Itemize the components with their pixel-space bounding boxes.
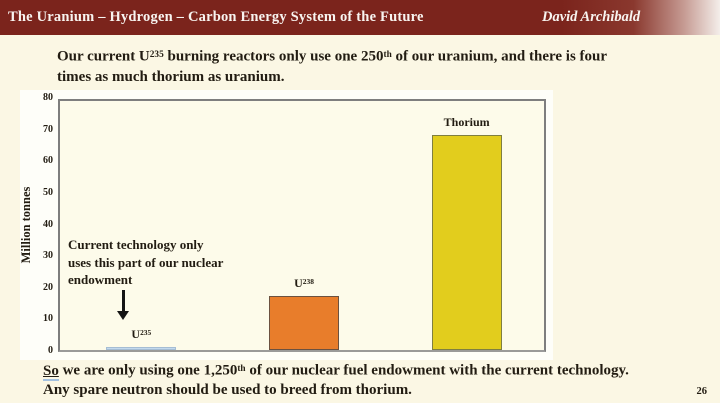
bar-u235 — [106, 347, 177, 350]
y-tick-label: 60 — [43, 155, 53, 167]
intro-text-line2: times as much thorium as uranium. — [57, 69, 285, 86]
y-axis-title: Million tonnes — [19, 186, 33, 264]
down-arrow-icon — [117, 290, 130, 320]
y-tick-label: 0 — [48, 345, 53, 356]
chart: 0 10 20 30 40 50 60 70 80 Million tonnes U235 U23… — [19, 90, 553, 360]
bar-label-u238: U238 — [294, 276, 314, 291]
y-tick-label: 50 — [43, 186, 53, 198]
y-axis: 0 10 20 30 40 50 60 70 80 — [20, 90, 53, 360]
page-number: 26 — [696, 386, 708, 397]
bar-u238 — [269, 296, 339, 350]
author-name: David Archibald — [542, 9, 641, 25]
down-arrow-head — [117, 311, 129, 320]
y-tick-label: 40 — [43, 218, 53, 230]
bar-label-u235: U235 — [131, 327, 152, 342]
y-tick-label: 10 — [43, 313, 53, 325]
intro-text: Our current U235 burning reactors only u… — [57, 45, 607, 88]
slide-title: The Uranium – Hydrogen – Carbon Energy S… — [8, 9, 424, 25]
bar-thorium — [431, 134, 502, 350]
y-tick-label: 20 — [43, 281, 53, 293]
y-tick-label: 30 — [43, 250, 53, 262]
down-arrow-shaft — [122, 290, 125, 311]
header-bar: The Uranium – Hydrogen – Carbon Energy S… — [0, 0, 720, 35]
chart-annotation-line2: uses this part of our nuclear — [68, 254, 224, 270]
bar-label-thorium: Thorium — [443, 114, 490, 129]
conclusion-text-line2: Any spare neutron should be used to bree… — [43, 382, 412, 399]
y-tick-label: 80 — [43, 92, 53, 103]
chart-annotation-line3: endowment — [68, 272, 133, 287]
y-tick-label: 70 — [43, 123, 53, 135]
conclusion-text-line1: So we are only using one 1,250th of our … — [43, 362, 629, 381]
conclusion-text: So we are only using one 1,250th of our … — [43, 360, 629, 401]
chart-annotation-line1: Current technology only — [68, 237, 204, 252]
intro-text-line1: Our current U235 burning reactors only u… — [57, 48, 608, 65]
chart-annotation: Current technology only uses this part o… — [68, 236, 223, 289]
plot-area: U235 U238 Thorium — [58, 99, 546, 352]
